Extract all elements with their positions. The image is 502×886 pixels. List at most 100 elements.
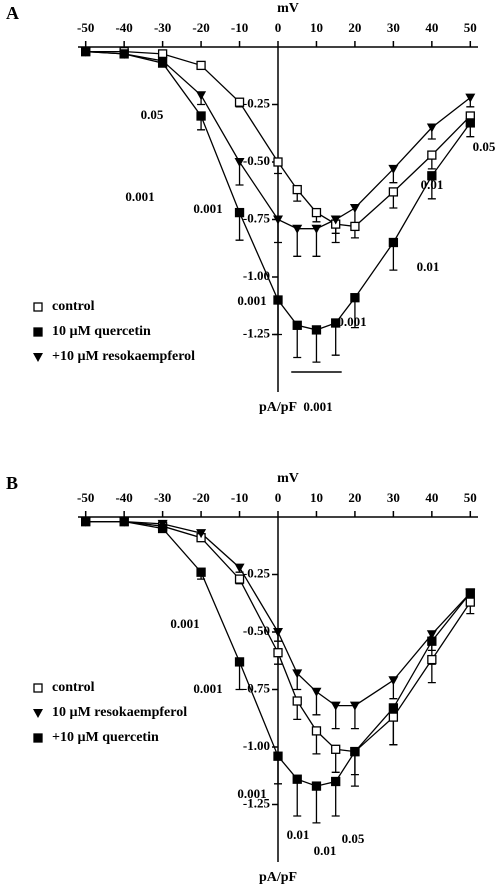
error-bar bbox=[331, 781, 340, 817]
y-tick-label: -1.00 bbox=[243, 738, 270, 753]
x-tick-label: 50 bbox=[464, 490, 477, 505]
legend-marker bbox=[33, 302, 43, 312]
error-bar bbox=[293, 325, 302, 359]
annotation: 0.001 bbox=[237, 786, 266, 801]
marker bbox=[465, 597, 475, 607]
x-tick-label: 0 bbox=[275, 490, 282, 505]
marker bbox=[311, 207, 322, 218]
panel-label: B bbox=[6, 473, 18, 493]
x-axis-label: mV bbox=[277, 471, 299, 486]
error-bar bbox=[331, 323, 340, 356]
x-tick-label: -20 bbox=[192, 20, 209, 35]
legend-marker bbox=[33, 683, 43, 693]
annotation: 0.001 bbox=[193, 681, 222, 696]
marker bbox=[292, 669, 303, 679]
marker bbox=[119, 49, 130, 59]
marker bbox=[330, 701, 341, 711]
error-bar bbox=[274, 300, 282, 336]
marker bbox=[427, 150, 437, 160]
marker bbox=[427, 171, 437, 181]
annotation: 0.001 bbox=[303, 399, 332, 414]
marker bbox=[331, 776, 341, 787]
x-tick-label: -30 bbox=[154, 490, 171, 505]
x-tick-label: -10 bbox=[231, 20, 248, 35]
error-bar bbox=[293, 779, 302, 817]
x-tick-label: 40 bbox=[425, 490, 438, 505]
marker bbox=[273, 215, 283, 225]
y-tick-label: -0.25 bbox=[243, 565, 271, 580]
marker bbox=[80, 47, 91, 57]
marker bbox=[273, 157, 283, 167]
marker bbox=[157, 523, 168, 534]
marker bbox=[311, 726, 322, 736]
x-tick-label: -40 bbox=[115, 490, 132, 505]
marker bbox=[196, 60, 206, 71]
marker bbox=[234, 207, 245, 218]
marker bbox=[311, 224, 322, 234]
x-tick-label: -50 bbox=[77, 490, 94, 505]
marker bbox=[273, 751, 283, 761]
marker bbox=[234, 657, 245, 667]
legend-marker bbox=[33, 327, 43, 337]
x-tick-label: 10 bbox=[310, 490, 323, 505]
marker bbox=[273, 648, 283, 658]
y-tick-label: -1.00 bbox=[243, 268, 270, 283]
x-tick-label: -20 bbox=[192, 490, 209, 505]
marker bbox=[426, 123, 437, 133]
marker bbox=[388, 237, 399, 248]
marker bbox=[465, 588, 475, 598]
marker bbox=[330, 215, 341, 225]
marker bbox=[157, 49, 168, 59]
marker bbox=[311, 687, 322, 697]
annotation: 0.01 bbox=[314, 843, 337, 858]
marker bbox=[292, 224, 303, 234]
marker bbox=[465, 93, 476, 103]
marker bbox=[311, 781, 322, 791]
marker bbox=[349, 204, 360, 213]
y-tick-label: -1.25 bbox=[243, 325, 271, 340]
marker bbox=[331, 318, 341, 328]
marker bbox=[196, 91, 207, 101]
y-tick-label: -0.50 bbox=[243, 153, 270, 168]
y-tick-label: -0.75 bbox=[243, 210, 271, 225]
marker bbox=[465, 118, 475, 128]
error-bar bbox=[350, 751, 359, 787]
marker bbox=[350, 221, 360, 232]
panel-label: A bbox=[6, 3, 19, 23]
x-tick-label: 40 bbox=[425, 20, 438, 35]
x-tick-label: 20 bbox=[348, 490, 361, 505]
annotation: 0.05 bbox=[473, 139, 496, 154]
annotation: 0.05 bbox=[141, 107, 164, 122]
marker bbox=[426, 630, 437, 640]
marker bbox=[292, 184, 302, 195]
legend-marker bbox=[33, 353, 43, 362]
marker bbox=[196, 529, 207, 539]
x-tick-label: -10 bbox=[231, 490, 248, 505]
marker bbox=[196, 567, 206, 577]
marker bbox=[311, 325, 322, 335]
y-tick-label: -0.25 bbox=[243, 95, 271, 110]
marker bbox=[388, 712, 399, 722]
x-tick-label: 0 bbox=[275, 20, 282, 35]
x-tick-label: -30 bbox=[154, 20, 171, 35]
marker bbox=[81, 516, 91, 527]
marker bbox=[388, 703, 399, 713]
annotation: 0.001 bbox=[170, 616, 199, 631]
marker bbox=[157, 56, 168, 66]
marker bbox=[388, 676, 399, 686]
legend-label: control bbox=[52, 299, 95, 314]
annotation: 0.01 bbox=[287, 827, 310, 842]
x-tick-label: 30 bbox=[387, 20, 400, 35]
x-axis-label: mV bbox=[277, 1, 299, 16]
y-axis-label: pA/pF bbox=[259, 870, 297, 885]
legend-label: 10 µM quercetin bbox=[52, 324, 151, 339]
y-axis-label: pA/pF bbox=[259, 400, 297, 415]
annotation: 0.001 bbox=[193, 201, 222, 216]
marker bbox=[331, 744, 341, 754]
y-tick-label: -0.75 bbox=[243, 680, 271, 695]
marker bbox=[427, 654, 437, 665]
annotation: 0.01 bbox=[417, 259, 440, 274]
marker bbox=[388, 187, 399, 197]
marker bbox=[292, 774, 302, 784]
